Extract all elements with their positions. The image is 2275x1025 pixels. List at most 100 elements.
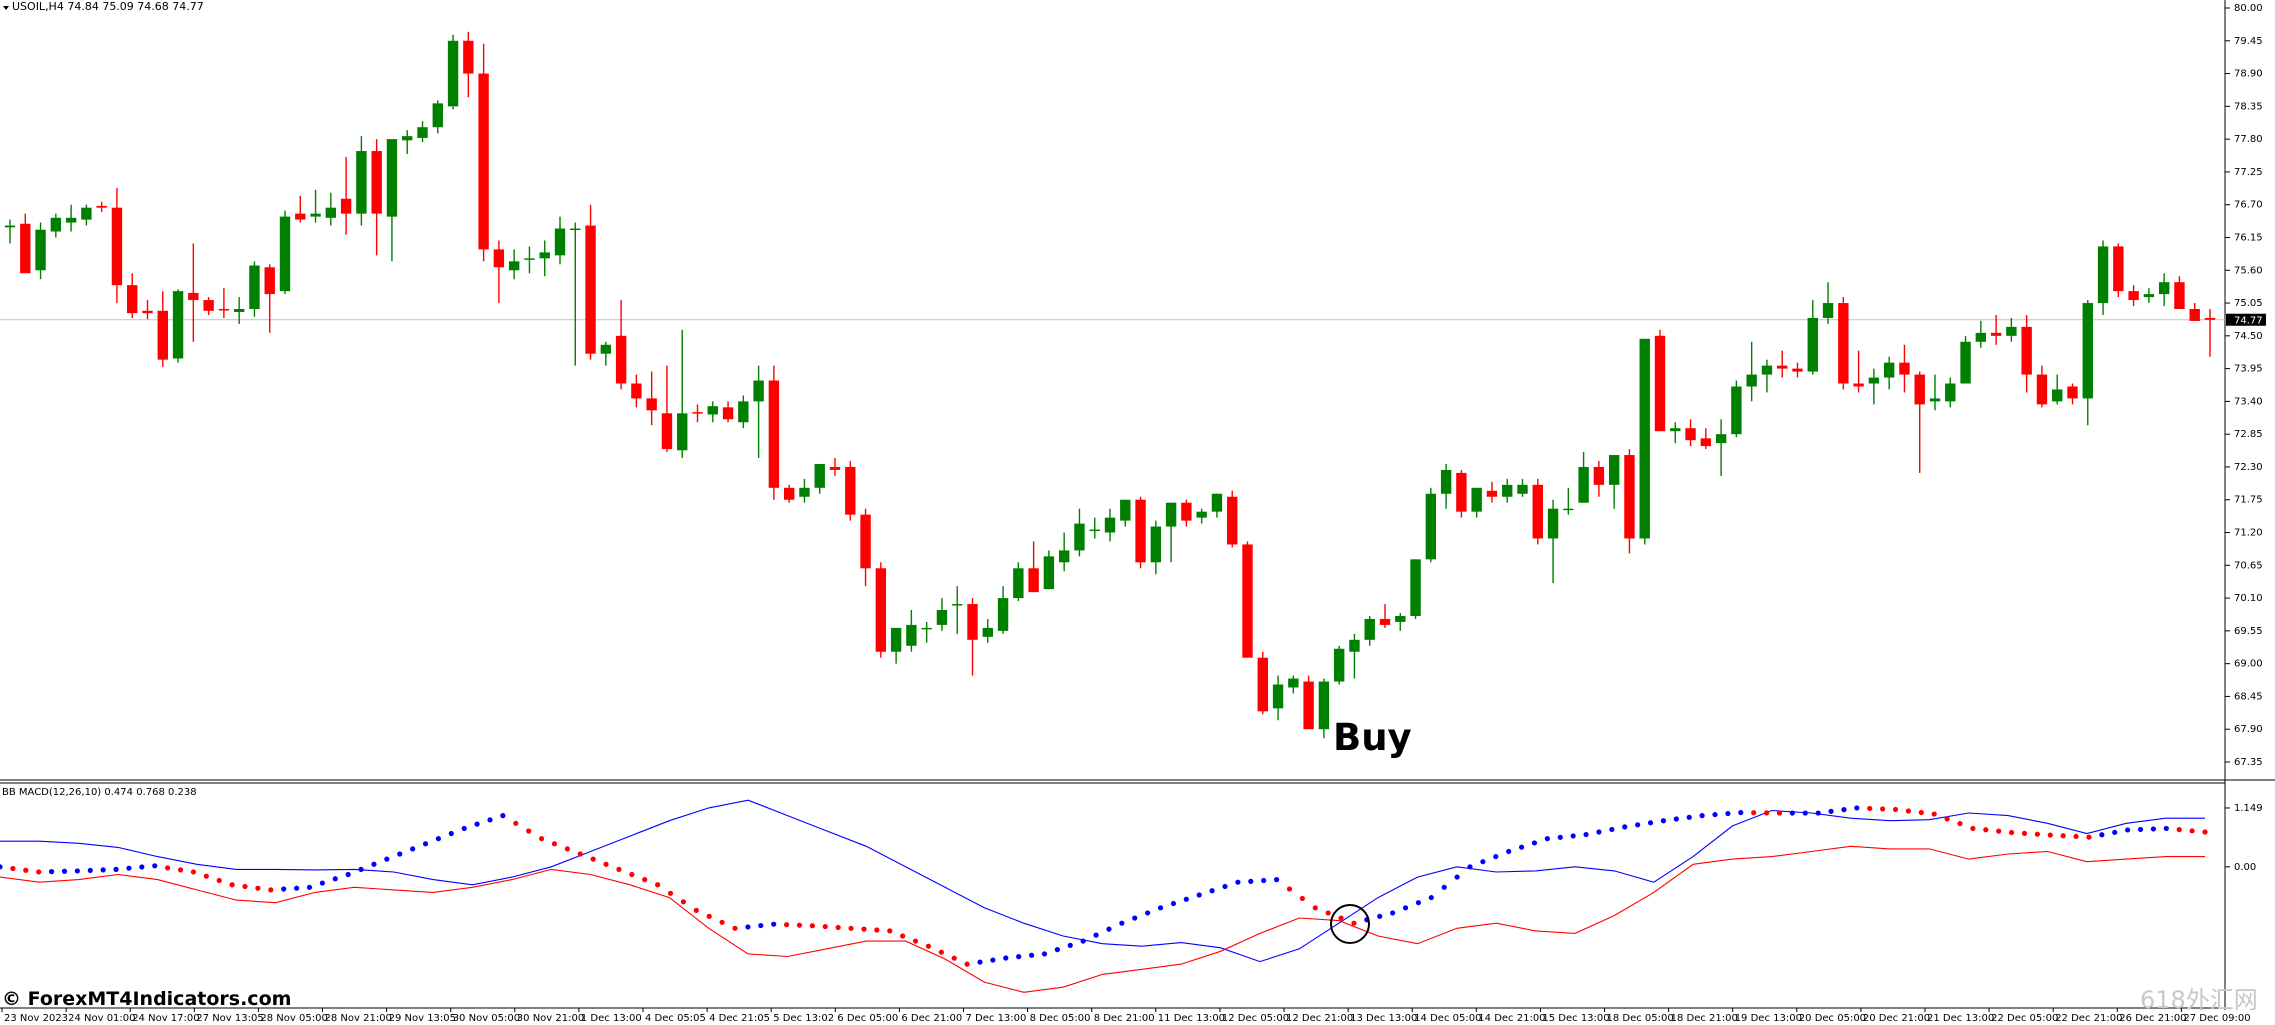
macd-dot	[1776, 810, 1783, 816]
macd-dot	[332, 876, 338, 882]
macd-dot	[2137, 826, 2144, 833]
macd-dot	[165, 865, 171, 871]
upper-band-line	[0, 799, 2205, 963]
macd-dot	[2112, 829, 2118, 835]
macd-dot	[1635, 822, 1641, 828]
macd-dot	[2021, 830, 2028, 836]
indicator-tick-label: 0.00	[2234, 862, 2256, 873]
candle-body	[1853, 383, 1864, 387]
macd-dot	[771, 921, 777, 927]
macd-dot	[1196, 892, 1202, 898]
macd-dot	[1699, 813, 1705, 819]
macd-dot	[255, 885, 261, 891]
candle-body	[570, 228, 581, 231]
macd-dot	[1557, 834, 1563, 840]
time-tick-label: 20 Dec 21:00	[1863, 1013, 1930, 1024]
macd-dot	[1312, 905, 1318, 911]
indicator-tick-label: 1.149	[2234, 803, 2263, 814]
price-tick-label: 77.80	[2234, 134, 2263, 145]
macd-dot	[1222, 883, 1228, 890]
candle-body	[1227, 496, 1238, 545]
macd-dot	[1841, 807, 1847, 813]
candle-body	[1104, 517, 1116, 533]
price-tick-label: 67.35	[2234, 757, 2263, 768]
candle-body	[356, 151, 367, 214]
triangle-down-icon[interactable]	[3, 6, 9, 10]
candle-body	[2189, 309, 2200, 321]
candle-body	[1700, 438, 1712, 447]
time-tick-label: 27 Nov 13:05	[196, 1013, 263, 1024]
macd-dot	[229, 882, 235, 888]
macd-dot	[1080, 938, 1086, 944]
macd-dot	[500, 813, 506, 819]
candle-body	[2204, 317, 2216, 320]
macd-dot	[1944, 816, 1950, 822]
candle-body	[952, 604, 963, 606]
macd-dot	[87, 867, 93, 874]
price-tick-label: 70.10	[2234, 593, 2263, 604]
macd-dot	[1622, 824, 1628, 830]
candle-body	[81, 207, 92, 220]
macd-dot	[1054, 947, 1060, 953]
candle-body	[1120, 499, 1131, 521]
buy-signal-circle	[1330, 904, 1370, 944]
candle-body	[692, 412, 703, 414]
buy-label: Buy	[1333, 716, 1412, 759]
candle-body	[2052, 389, 2063, 402]
time-tick-label: 7 Dec 13:00	[966, 1013, 1027, 1024]
macd-dot	[358, 866, 364, 872]
candle-body	[1349, 639, 1360, 652]
macd-dot	[809, 923, 815, 929]
price-tick-label: 69.00	[2234, 659, 2263, 670]
macd-dot	[526, 828, 532, 834]
candle-body	[554, 228, 566, 256]
time-tick-label: 30 Nov 21:00	[517, 1013, 584, 1024]
macd-dot	[1583, 831, 1589, 838]
candle-body	[371, 151, 382, 214]
candle-body	[127, 285, 138, 314]
candle-body	[188, 292, 199, 301]
macd-dot	[1428, 894, 1434, 901]
time-tick-label: 20 Dec 05:00	[1799, 1013, 1866, 1024]
candle-body	[1715, 434, 1727, 444]
price-tick-label: 78.35	[2234, 101, 2263, 112]
macd-dot	[2060, 833, 2066, 839]
time-tick-label: 28 Nov 21:00	[325, 1013, 392, 1024]
macd-dot	[758, 922, 764, 929]
macd-dot	[126, 865, 132, 871]
macd-dot	[306, 884, 313, 890]
price-tick-label: 71.20	[2234, 528, 2263, 539]
macd-dot	[448, 830, 454, 837]
candle-body	[508, 261, 520, 271]
candle-body	[845, 466, 856, 515]
price-tick-label: 70.65	[2234, 560, 2263, 571]
candle-body	[233, 309, 245, 312]
macd-dot	[2086, 834, 2092, 840]
macd-dot	[152, 863, 158, 869]
price-tick-label: 68.45	[2234, 691, 2263, 702]
macd-dot	[1712, 811, 1718, 818]
time-tick-label: 30 Nov 05:00	[453, 1013, 520, 1024]
macd-dot	[732, 925, 738, 931]
price-tick-label: 67.90	[2234, 724, 2263, 735]
macd-dot	[1261, 877, 1267, 884]
macd-dot	[977, 959, 983, 965]
price-tick-label: 72.85	[2234, 429, 2263, 440]
time-tick-label: 1 Dec 13:00	[581, 1013, 642, 1024]
macd-dot	[938, 949, 944, 955]
candle-body	[1058, 550, 1070, 563]
candle-body	[463, 40, 474, 74]
time-tick-label: 8 Dec 21:00	[1094, 1013, 1155, 1024]
brand-watermark: © ForexMT4Indicators.com	[2, 988, 291, 1010]
candle-body	[783, 487, 795, 500]
candle-body	[539, 252, 550, 259]
time-tick-label: 19 Dec 13:00	[1735, 1013, 1802, 1024]
macd-dot	[1441, 884, 1447, 890]
candle-body	[2006, 326, 2017, 336]
candle-body	[493, 249, 505, 268]
macd-dot	[1828, 808, 1834, 814]
candle-body	[2174, 282, 2185, 310]
candle-body	[1074, 523, 1085, 551]
candle-body	[860, 514, 871, 569]
